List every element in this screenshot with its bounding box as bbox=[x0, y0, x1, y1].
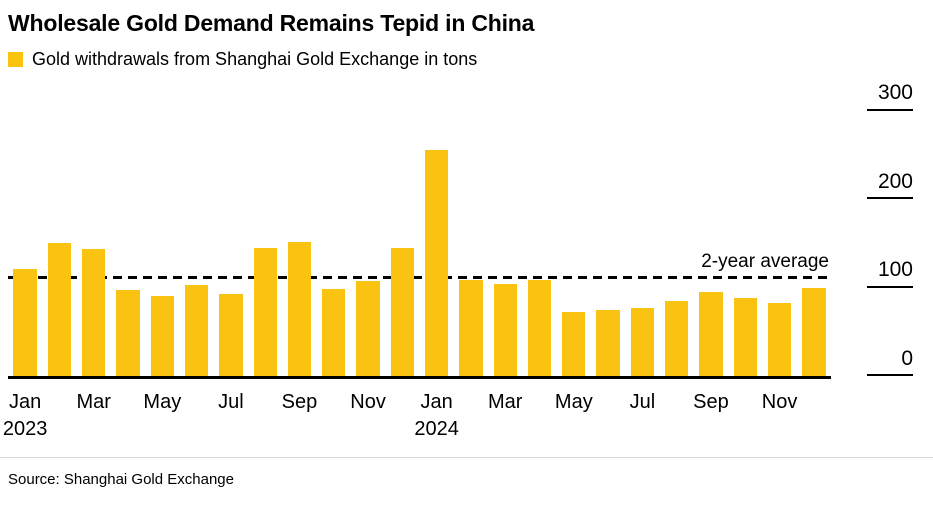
x-tick-label-sep: Sep bbox=[282, 389, 318, 416]
legend: Gold withdrawals from Shanghai Gold Exch… bbox=[8, 49, 917, 70]
bar-dec-2024 bbox=[802, 287, 826, 376]
x-tick-label-may: May bbox=[143, 389, 181, 416]
y-axis-labels: 0 100 200 300 bbox=[831, 81, 917, 376]
average-line bbox=[8, 275, 831, 279]
x-tick-month: Nov bbox=[350, 391, 386, 413]
bar-jan-2023 bbox=[13, 268, 37, 376]
x-tick-label-sep: Sep bbox=[693, 389, 729, 416]
y-tick-value: 100 bbox=[877, 258, 913, 282]
bar-oct-2024 bbox=[733, 298, 757, 376]
bar-feb-2023 bbox=[47, 243, 72, 376]
x-tick-label-mar: Mar bbox=[76, 389, 110, 416]
footer-divider bbox=[0, 457, 933, 458]
y-tick-line bbox=[867, 197, 913, 200]
y-tick-value: 200 bbox=[877, 169, 913, 193]
x-tick-label-jan-2023: Jan 2023 bbox=[3, 389, 48, 443]
bar-jan-2024 bbox=[424, 150, 449, 376]
y-tick-value: 300 bbox=[877, 81, 913, 105]
y-tick-label-300: 300 bbox=[867, 81, 913, 111]
bar-may-2023 bbox=[150, 296, 174, 376]
x-tick-month: Mar bbox=[76, 391, 111, 413]
bar-nov-2024 bbox=[767, 303, 792, 376]
legend-label: Gold withdrawals from Shanghai Gold Exch… bbox=[32, 49, 478, 69]
bar-mar-2024 bbox=[493, 283, 517, 376]
x-axis-labels: Jan 2023 Mar May Jul Sep Nov Jan 2024 Mar May Jul Se… bbox=[3, 379, 831, 443]
x-tick-month: Mar bbox=[487, 391, 523, 413]
x-tick-label-jul: Jul bbox=[630, 389, 656, 416]
x-tick-month: May bbox=[143, 391, 182, 413]
plot-wrap: 2-year average Jan 2023 Mar May Jul Sep Nov Jan… bbox=[3, 84, 831, 443]
y-tick-label-200: 200 bbox=[867, 169, 913, 200]
x-tick-month: Sep bbox=[693, 391, 729, 413]
x-tick-month: Jul bbox=[218, 391, 244, 413]
bar-nov-2023 bbox=[356, 281, 380, 376]
x-tick-month: Sep bbox=[281, 391, 318, 413]
x-tick-year: 2024 bbox=[414, 418, 459, 440]
chart-title: Wholesale Gold Demand Remains Tepid in C… bbox=[8, 10, 535, 36]
bar-sep-2023 bbox=[287, 241, 312, 376]
y-tick-value: 0 bbox=[901, 346, 913, 370]
y-tick-label-0: 0 bbox=[867, 347, 913, 376]
bar-jun-2024 bbox=[596, 309, 620, 376]
x-tick-month: Jul bbox=[629, 391, 656, 413]
x-tick-label-may: May bbox=[555, 389, 593, 416]
source-note: Source: Shanghai Gold Exchange bbox=[8, 471, 234, 488]
bar-jul-2023 bbox=[219, 293, 243, 376]
x-tick-month: Jan bbox=[420, 391, 453, 413]
y-tick-line bbox=[867, 285, 913, 288]
bar-dec-2023 bbox=[390, 247, 414, 376]
plot-area: 2-year average bbox=[8, 84, 831, 379]
bar-feb-2024 bbox=[459, 280, 483, 376]
x-tick-month: Jan bbox=[9, 391, 42, 413]
x-tick-month: Nov bbox=[761, 391, 798, 413]
y-tick-label-100: 100 bbox=[867, 258, 913, 288]
bar-jul-2024 bbox=[630, 307, 655, 376]
bar-aug-2023 bbox=[253, 247, 277, 376]
bar-aug-2024 bbox=[665, 300, 689, 376]
x-tick-label-nov: Nov bbox=[762, 389, 798, 416]
y-tick-line bbox=[867, 108, 913, 111]
x-tick-year: 2023 bbox=[2, 418, 48, 440]
x-tick-label-jan-2024: Jan 2024 bbox=[414, 389, 459, 443]
bar-apr-2023 bbox=[116, 290, 140, 376]
legend-color-swatch-icon bbox=[8, 52, 23, 67]
x-tick-label-mar: Mar bbox=[488, 389, 522, 416]
bar-jun-2023 bbox=[184, 284, 209, 376]
bar-oct-2023 bbox=[322, 289, 346, 376]
x-tick-label-nov: Nov bbox=[350, 389, 386, 416]
bar-mar-2023 bbox=[82, 249, 106, 376]
chart-area: 2-year average Jan 2023 Mar May Jul Sep Nov Jan… bbox=[3, 81, 917, 443]
x-tick-month: May bbox=[554, 391, 593, 413]
y-tick-line bbox=[867, 374, 913, 376]
x-tick-label-jul: Jul bbox=[218, 389, 244, 416]
bar-sep-2024 bbox=[699, 291, 723, 376]
bar-apr-2024 bbox=[527, 280, 552, 376]
bar-may-2024 bbox=[562, 312, 586, 376]
average-line-label: 2-year average bbox=[701, 250, 829, 272]
